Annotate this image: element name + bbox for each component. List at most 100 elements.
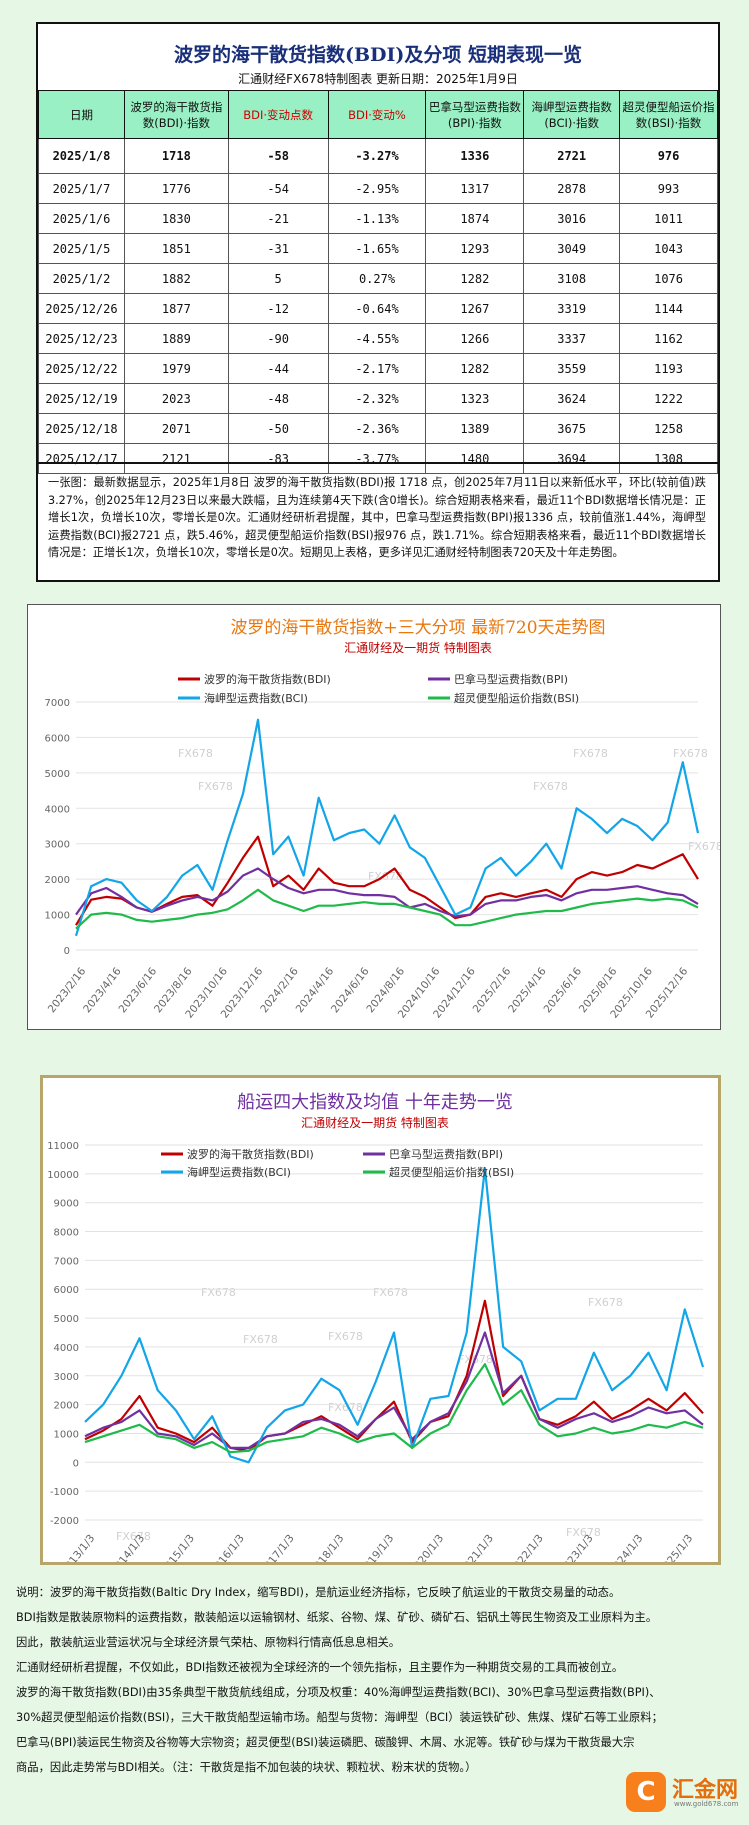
table-cell: 1877: [123, 293, 229, 324]
table-cell: 2025/1/6: [38, 203, 125, 234]
logo-badge-icon: C: [626, 1772, 666, 1812]
table-cell: -54: [227, 173, 329, 204]
table-cell: -90: [227, 323, 329, 354]
header-bsi: 超灵便型船运价指数(BSI)·指数: [619, 90, 718, 139]
y-tick-label: -2000: [50, 1516, 79, 1527]
table-cell: 3016: [523, 203, 621, 234]
explanation-line: 因此，散装航运业营运状况与全球经济景气荣枯、原物料行情高低息息相关。: [16, 1636, 401, 1649]
table-cell: -4.55%: [327, 323, 427, 354]
panel-subtitle: 汇通财经FX678特制图表 更新日期：2025年1月9日: [238, 72, 518, 86]
x-tick-label: 2020/1/3: [408, 1532, 446, 1562]
table-cell: 1830: [123, 203, 229, 234]
logo-url: www.gold678.com: [674, 1800, 739, 1808]
table-cell: 1222: [619, 383, 718, 414]
table-cell: 1336: [425, 138, 525, 174]
legend-label: 巴拿马型运费指数(BPI): [389, 1147, 503, 1161]
watermark: FX678: [116, 1530, 151, 1543]
table-cell: 1718: [123, 138, 229, 174]
x-tick-label: 2018/1/3: [308, 1532, 346, 1562]
bdi-table: 日期 波罗的海干散货指数(BDI)·指数 BDI·变动点数 BDI·变动% 巴拿…: [38, 90, 718, 474]
table-cell: 1267: [425, 293, 525, 324]
table-cell: 2025/1/8: [38, 138, 125, 174]
table-cell: 1144: [619, 293, 718, 324]
table-cell: 2878: [523, 173, 621, 204]
table-cell: 2025/1/2: [38, 263, 125, 294]
table-cell: 1889: [123, 323, 229, 354]
series-line: [84, 1331, 704, 1449]
header-date: 日期: [38, 90, 125, 139]
legend-label: 波罗的海干散货指数(BDI): [204, 672, 331, 686]
table-cell: -2.17%: [327, 353, 427, 384]
explanation-line: 商品，因此走势常与BDI相关。（注：干散货是指不加包装的块状、颗粒状、粉末状的货…: [16, 1761, 477, 1774]
table-cell: -21: [227, 203, 329, 234]
table-cell: -2.95%: [327, 173, 427, 204]
header-bdi: 波罗的海干散货指数(BDI)·指数: [123, 90, 229, 139]
table-cell: -58: [227, 138, 329, 174]
y-tick-label: 5000: [54, 1314, 79, 1325]
y-tick-label: 4000: [45, 804, 70, 815]
table-cell: -31: [227, 233, 329, 264]
chart-title: 波罗的海干散货指数+三大分项 最新720天走势图: [230, 618, 605, 638]
table-row: 2025/1/2 1882 5 0.27% 1282 3108 1076: [38, 263, 718, 294]
table-row: 2025/1/6 1830 -21 -1.13% 1874 3016 1011: [38, 203, 718, 234]
watermark: FX678: [566, 1526, 601, 1539]
y-tick-label: 4000: [54, 1343, 79, 1354]
y-tick-label: 0: [64, 946, 70, 957]
series-line: [74, 718, 700, 937]
table-cell: 976: [619, 138, 718, 174]
header-bdi-pct: BDI·变动%: [327, 90, 427, 139]
y-tick-label: 2000: [54, 1401, 79, 1412]
watermark: FX678: [673, 747, 708, 760]
table-cell: 1979: [123, 353, 229, 384]
table-cell: 2071: [123, 413, 229, 444]
table-row: 2025/12/23 1889 -90 -4.55% 1266 3337 1162: [38, 323, 718, 354]
y-tick-label: 7000: [54, 1256, 79, 1267]
gold678-logo[interactable]: C 汇金网 www.gold678.com: [624, 1768, 742, 1818]
y-tick-label: 0: [73, 1458, 79, 1469]
table-cell: 1282: [425, 263, 525, 294]
y-tick-label: 6000: [54, 1285, 79, 1296]
table-cell: -3.77%: [327, 443, 427, 474]
y-tick-label: 5000: [45, 769, 70, 780]
table-cell: 1389: [425, 413, 525, 444]
table-cell: 1308: [619, 443, 718, 474]
x-tick-label: 2024/1/3: [607, 1532, 645, 1562]
explanation-text: 说明：波罗的海干散货指数(Baltic Dry Index，缩写BDI)，是航运…: [16, 1580, 746, 1780]
header-bdi-change: BDI·变动点数: [227, 90, 329, 139]
table-cell: 2023: [123, 383, 229, 414]
table-cell: 0.27%: [327, 263, 427, 294]
x-tick-label: 2019/1/3: [358, 1532, 396, 1562]
table-header-row: 日期 波罗的海干散货指数(BDI)·指数 BDI·变动点数 BDI·变动% 巴拿…: [38, 90, 718, 139]
chart-subtitle: 汇通财经及一期货 特制图表: [344, 640, 492, 655]
explanation-line: BDI指数是散装原物料的运费指数，散装船运以运输钢材、纸浆、谷物、煤、矿砂、磷矿…: [16, 1611, 658, 1624]
watermark: FX678: [573, 747, 608, 760]
series-line: [75, 888, 699, 930]
series-line: [75, 867, 699, 918]
x-tick-label: 2016/1/3: [208, 1532, 246, 1562]
table-cell: -12: [227, 293, 329, 324]
table-cell: 1076: [619, 263, 718, 294]
y-tick-label: 1000: [45, 911, 70, 922]
y-tick-label: 7000: [45, 698, 70, 709]
legend-label: 海岬型运费指数(BCI): [187, 1165, 291, 1179]
table-cell: 5: [227, 263, 329, 294]
table-cell: -50: [227, 413, 329, 444]
y-tick-label: 8000: [54, 1228, 79, 1239]
explanation-line: 说明：波罗的海干散货指数(Baltic Dry Index，缩写BDI)，是航运…: [16, 1586, 621, 1599]
table-row: 2025/1/5 1851 -31 -1.65% 1293 3049 1043: [38, 233, 718, 264]
x-tick-label: 2015/1/3: [159, 1532, 197, 1562]
chart-subtitle: 汇通财经及一期货 特制图表: [301, 1115, 449, 1130]
chart-720-days: 波罗的海干散货指数+三大分项 最新720天走势图汇通财经及一期货 特制图表 FX6…: [27, 604, 723, 1030]
table-cell: -1.65%: [327, 233, 427, 264]
table-cell: 2025/12/18: [38, 413, 125, 444]
legend-label: 海岬型运费指数(BCI): [204, 691, 308, 705]
table-body: 2025/1/8 1718 -58 -3.27% 1336 2721 976 2025/1/7…: [38, 138, 718, 474]
panel-title: 波罗的海干散货指数(BDI)及分项 短期表现一览: [173, 44, 583, 66]
summary-note: 一张图：最新数据显示，2025年1月8日 波罗的海干散货指数(BDI)报 171…: [38, 462, 718, 562]
chart-ten-years: 船运四大指数及均值 十年走势一览 汇通财经及一期货 特制图表 FX678 FX678 F…: [40, 1075, 721, 1577]
table-cell: 3319: [523, 293, 621, 324]
y-tick-label: 11000: [47, 1141, 79, 1152]
legend-label: 巴拿马型运费指数(BPI): [454, 672, 568, 686]
